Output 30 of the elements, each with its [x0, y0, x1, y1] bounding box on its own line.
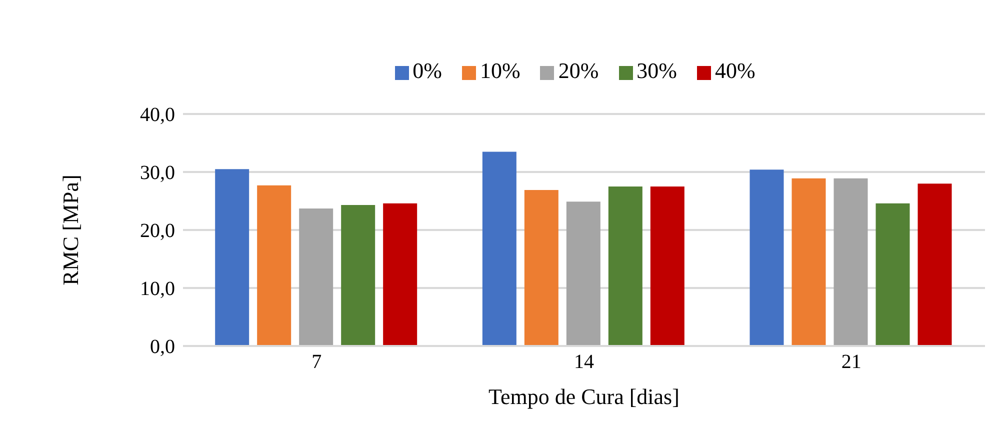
bar	[299, 208, 334, 346]
legend-label: 10%	[480, 58, 520, 83]
x-tick-label: 21	[841, 351, 862, 374]
y-tick-label: 10,0	[140, 278, 175, 300]
bar	[750, 170, 784, 346]
bar	[650, 186, 684, 346]
legend-label: 20%	[558, 58, 599, 83]
bar	[341, 205, 376, 346]
bar	[215, 169, 250, 346]
bar	[566, 202, 600, 346]
x-axis-title: Tempo de Cura [dias]	[488, 384, 680, 409]
legend-label: 0%	[412, 58, 442, 83]
bar	[834, 178, 868, 346]
bar	[383, 203, 418, 346]
x-tick-label: 7	[312, 351, 322, 374]
y-tick-label: 30,0	[140, 162, 175, 184]
bar	[608, 186, 642, 346]
y-tick-label: 0,0	[150, 336, 175, 358]
bar	[918, 184, 952, 346]
bar	[792, 178, 826, 346]
bar	[257, 185, 292, 346]
y-axis-title: RMC [MPa]	[58, 174, 83, 286]
y-tick-label: 20,0	[140, 220, 175, 242]
bar	[876, 203, 910, 346]
y-tick-label: 40,0	[140, 104, 175, 126]
bar	[482, 152, 516, 346]
x-tick-label: 14	[574, 351, 594, 374]
legend-label: 40%	[714, 58, 756, 83]
legend-label: 30%	[636, 58, 677, 83]
bar	[524, 190, 558, 346]
